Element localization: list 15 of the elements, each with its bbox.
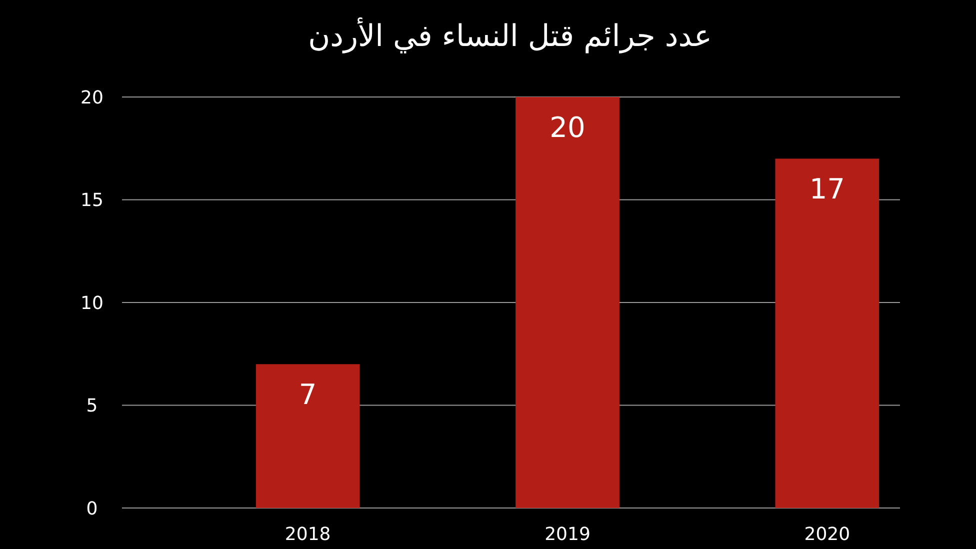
x-tick-label: 2019 [544, 524, 590, 545]
y-tick-label: 5 [86, 396, 98, 417]
data-label: 20 [550, 111, 586, 144]
x-tick-label: 2020 [804, 524, 850, 545]
bar [256, 364, 360, 508]
data-label: 17 [809, 172, 845, 206]
chart-title: عدد جرائم قتل النساء في الأردن [308, 17, 712, 54]
y-tick-label: 0 [86, 498, 98, 520]
bar [775, 158, 880, 508]
y-tick-label: 15 [80, 190, 104, 212]
y-tick-label: 10 [80, 292, 104, 314]
bar [516, 97, 620, 508]
y-tick-label: 20 [80, 87, 104, 108]
data-label: 7 [298, 378, 317, 412]
x-tick-label: 2018 [284, 524, 331, 545]
